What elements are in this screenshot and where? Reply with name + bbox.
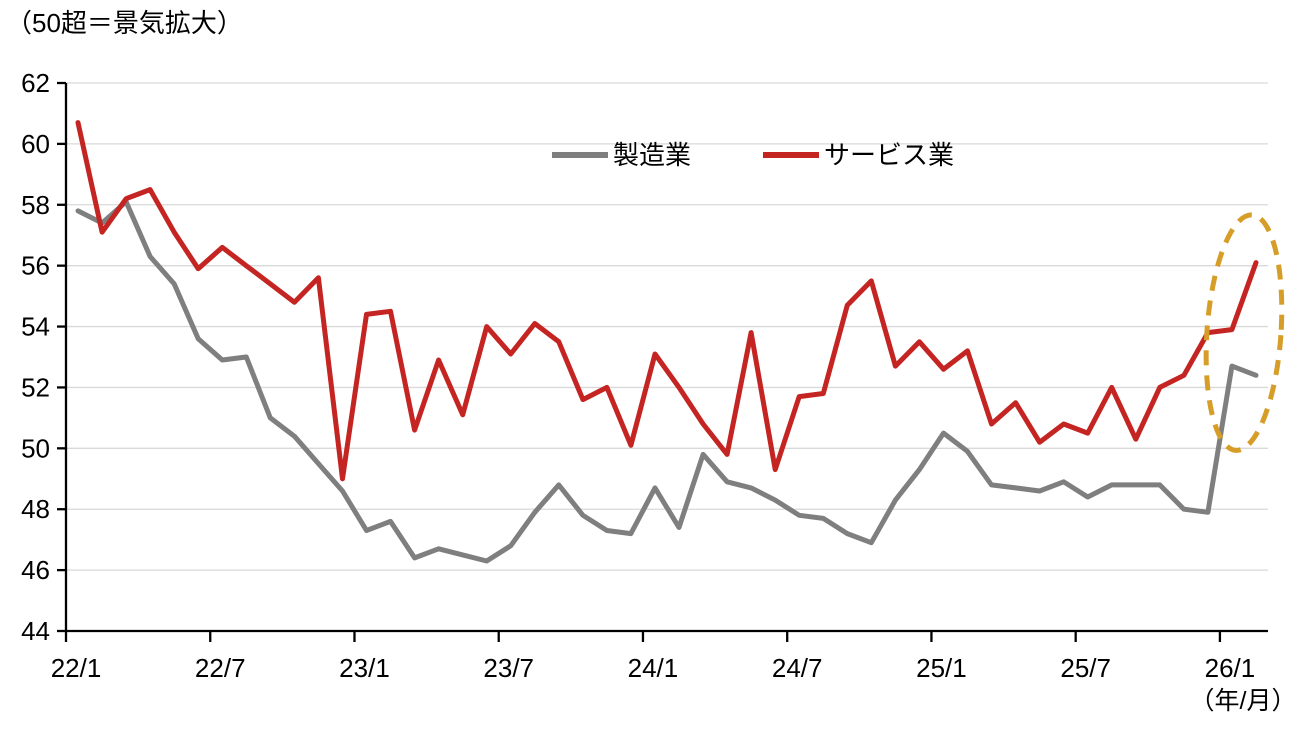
series-line-services <box>75 120 1259 482</box>
y-axis-tick-label: 52 <box>21 372 50 402</box>
x-axis-tick-label: 23/1 <box>339 653 390 683</box>
y-axis-tick-label: 54 <box>21 312 50 342</box>
y-axis-tick-label: 44 <box>21 616 50 646</box>
legend: 製造業 サービス業 <box>552 140 954 170</box>
chart-note: （50超＝景気拡大） <box>6 8 243 38</box>
y-axis-tick-label: 50 <box>21 433 50 463</box>
y-axis-tick-label: 62 <box>21 68 50 98</box>
y-axis-tick-label: 56 <box>21 251 50 281</box>
x-axis-tick-label: 22/7 <box>195 653 246 683</box>
x-axis-tick-label: 26/1 <box>1205 653 1256 683</box>
x-axis-unit-label: （年/月） <box>1190 687 1297 715</box>
highlight-annotation-layer <box>1203 212 1285 453</box>
y-axis-tick-label: 46 <box>21 555 50 585</box>
gridlines <box>66 82 1268 632</box>
axis-tick-labels: 44 46 48 50 52 54 56 58 60 62 22/1 22/7 23/1 23/7 24/1… <box>21 68 1255 683</box>
y-axis-tick-label: 48 <box>21 494 50 524</box>
x-axis-tick-label: 22/1 <box>51 653 102 683</box>
legend-label-manufacturing: 製造業 <box>613 140 691 170</box>
highlight-ellipse <box>1203 212 1285 453</box>
x-axis-tick-label: 25/1 <box>916 653 967 683</box>
x-axis-tick-label: 25/7 <box>1060 653 1111 683</box>
series-line-manufacturing <box>75 199 1259 564</box>
y-axis-tick-label: 60 <box>21 129 50 159</box>
legend-label-services: サービス業 <box>824 140 954 170</box>
series-lines <box>75 120 1259 564</box>
x-axis-tick-label: 23/7 <box>483 653 534 683</box>
axes <box>57 81 1268 642</box>
y-axis-tick-label: 58 <box>21 190 50 220</box>
x-axis-tick-label: 24/7 <box>772 653 823 683</box>
x-axis-tick-label: 24/1 <box>628 653 679 683</box>
